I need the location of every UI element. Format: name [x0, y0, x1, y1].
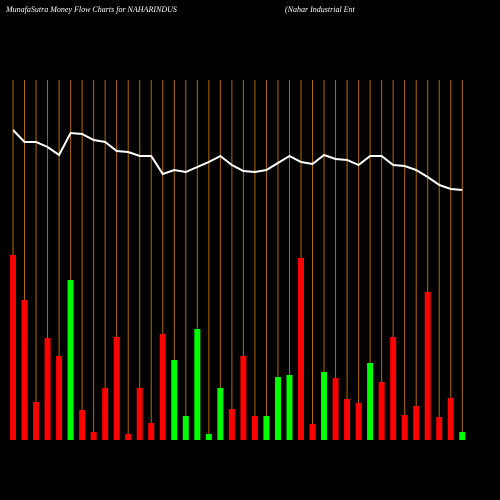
bar — [309, 424, 316, 440]
bar — [136, 388, 143, 440]
bar — [113, 337, 120, 440]
bar — [298, 258, 304, 440]
bar — [194, 329, 201, 440]
bar — [332, 378, 339, 440]
bar — [390, 337, 397, 440]
bar — [240, 356, 247, 440]
bar — [401, 415, 408, 440]
bar — [67, 280, 74, 440]
bar — [21, 300, 28, 440]
bar — [378, 382, 385, 440]
bar — [251, 416, 258, 440]
bar — [56, 356, 63, 440]
bar — [159, 334, 166, 440]
bar — [171, 360, 178, 440]
bar — [367, 363, 374, 440]
bar — [459, 432, 466, 440]
bar — [436, 417, 443, 440]
bar — [447, 398, 454, 440]
bar — [286, 375, 293, 440]
bar — [344, 399, 351, 440]
bar — [182, 416, 189, 440]
bar — [125, 434, 132, 440]
bar — [321, 372, 328, 440]
bar — [90, 432, 97, 440]
bar — [424, 292, 431, 440]
bar — [263, 416, 270, 440]
bar — [10, 255, 16, 440]
bar — [148, 423, 155, 440]
bar — [44, 338, 51, 440]
bar — [413, 406, 420, 440]
bar — [355, 403, 362, 440]
bar — [228, 409, 235, 440]
bar — [33, 402, 40, 440]
bar — [217, 388, 224, 440]
bar — [102, 388, 109, 440]
bar — [79, 410, 86, 440]
chart-title: MunafaSutra Money Flow Charts for NAHARI… — [5, 5, 177, 14]
chart-subtitle: (Nahar Industrial Ent — [285, 5, 356, 14]
price-line — [12, 129, 463, 191]
bar — [205, 434, 212, 440]
bar — [274, 377, 281, 440]
